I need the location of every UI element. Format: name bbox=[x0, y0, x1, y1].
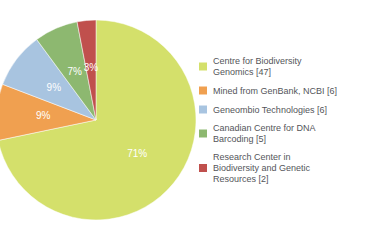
svg-text:Research Center in: Research Center in bbox=[213, 152, 291, 162]
svg-text:Resources [2]: Resources [2] bbox=[213, 174, 269, 184]
svg-text:Barcoding [5]: Barcoding [5] bbox=[213, 134, 266, 144]
svg-text:71%: 71% bbox=[127, 148, 147, 159]
svg-text:Biodiversity and Genetic: Biodiversity and Genetic bbox=[213, 163, 311, 173]
svg-text:Geneombio Technologies [6]: Geneombio Technologies [6] bbox=[213, 105, 327, 115]
svg-text:Genomics [47]: Genomics [47] bbox=[213, 67, 271, 77]
svg-text:Mined from GenBank, NCBI [6]: Mined from GenBank, NCBI [6] bbox=[213, 86, 337, 96]
svg-text:7%: 7% bbox=[68, 66, 83, 77]
svg-text:9%: 9% bbox=[36, 110, 51, 121]
svg-text:Canadian Centre for DNA: Canadian Centre for DNA bbox=[213, 123, 316, 133]
svg-text:3%: 3% bbox=[84, 62, 99, 73]
svg-text:9%: 9% bbox=[47, 82, 62, 93]
svg-text:Centre for Biodiversity: Centre for Biodiversity bbox=[213, 56, 302, 66]
